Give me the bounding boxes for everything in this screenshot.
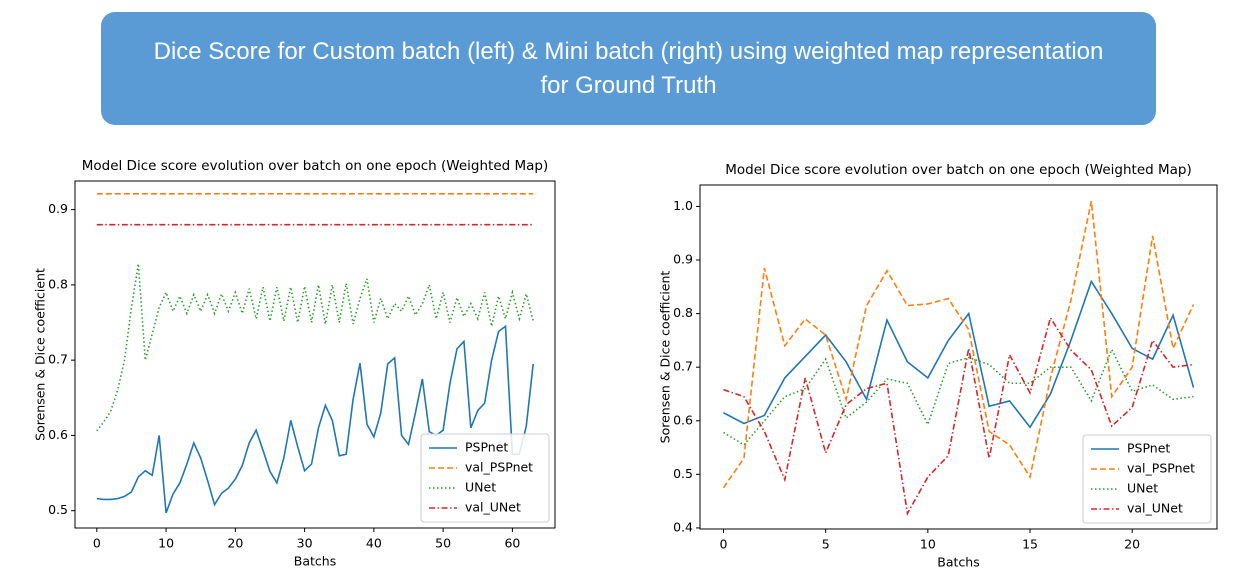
y-tick-label: 0.7 xyxy=(48,352,68,367)
y-tick-label: 0.6 xyxy=(673,412,693,427)
y-tick-label: 0.8 xyxy=(673,305,693,320)
y-tick-label: 0.5 xyxy=(48,502,68,517)
line-series xyxy=(723,347,1194,446)
x-tick-label: 5 xyxy=(822,537,830,552)
legend-label: val_UNet xyxy=(1127,501,1183,516)
y-axis-label: Sorensen & Dice coefficient xyxy=(658,271,673,444)
plot-frame xyxy=(699,184,1218,530)
chart: Model Dice score evolution over batch on… xyxy=(33,158,556,569)
x-tick-label: 10 xyxy=(158,536,174,551)
x-tick-label: 20 xyxy=(227,536,243,551)
banner: Dice Score for Custom batch (left) & Min… xyxy=(101,12,1156,125)
line-series xyxy=(96,263,534,432)
legend-label: val_UNet xyxy=(465,500,521,515)
chart-title: Model Dice score evolution over batch on… xyxy=(82,158,549,174)
x-tick-label: 30 xyxy=(297,536,313,551)
chart: Model Dice score evolution over batch on… xyxy=(658,162,1218,570)
x-axis-label: Batchs xyxy=(294,554,336,569)
x-tick-label: 60 xyxy=(504,536,520,551)
legend-label: PSPnet xyxy=(465,440,508,455)
y-tick-label: 0.5 xyxy=(673,466,693,481)
line-series xyxy=(96,324,534,514)
legend-label: PSPnet xyxy=(1127,441,1170,456)
x-tick-label: 0 xyxy=(720,537,728,552)
x-tick-label: 10 xyxy=(920,537,936,552)
x-tick-label: 40 xyxy=(366,536,382,551)
x-tick-label: 0 xyxy=(93,536,101,551)
y-tick-label: 1.0 xyxy=(673,198,693,213)
legend-label: UNet xyxy=(465,480,496,495)
line-series xyxy=(723,315,1194,516)
y-tick-label: 0.7 xyxy=(673,359,693,374)
legend-label: val_PSPnet xyxy=(465,460,533,475)
y-tick-label: 0.6 xyxy=(48,427,68,442)
legend-label: val_PSPnet xyxy=(1127,461,1195,476)
x-tick-label: 20 xyxy=(1124,537,1140,552)
x-axis-label: Batchs xyxy=(937,555,979,570)
y-tick-label: 0.4 xyxy=(673,519,693,534)
legend-label: UNet xyxy=(1127,481,1158,496)
chart-title: Model Dice score evolution over batch on… xyxy=(725,162,1192,178)
plot-frame xyxy=(74,180,556,529)
y-tick-label: 0.9 xyxy=(673,252,693,267)
legend-box xyxy=(1082,434,1212,524)
legend-box xyxy=(420,433,550,523)
y-tick-label: 0.9 xyxy=(48,201,68,216)
x-tick-label: 15 xyxy=(1022,537,1038,552)
line-series xyxy=(723,279,1195,429)
line-series xyxy=(722,200,1195,489)
y-axis-label: Sorensen & Dice coefficient xyxy=(33,268,48,441)
x-tick-label: 50 xyxy=(435,536,451,551)
y-tick-label: 0.8 xyxy=(48,276,68,291)
banner-title: Dice Score for Custom batch (left) & Min… xyxy=(153,37,1104,99)
